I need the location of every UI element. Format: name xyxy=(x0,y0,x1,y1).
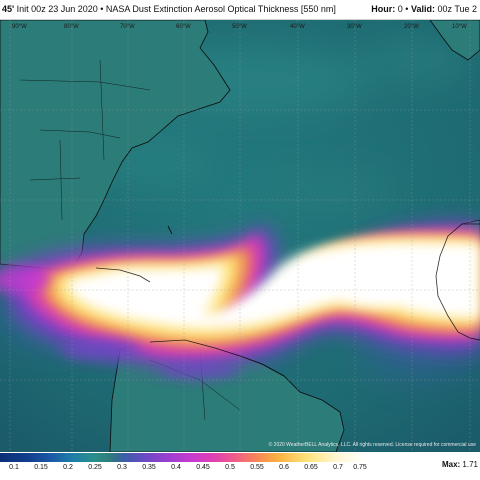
lon-label-20w: 20°W xyxy=(404,24,419,30)
init-time: Init 00z 23 Jun 2020 xyxy=(16,4,98,14)
lon-label-80w: 80°W xyxy=(64,24,79,30)
lon-label-70w: 70°W xyxy=(120,24,135,30)
lon-label-30w: 30°W xyxy=(347,24,362,30)
legend-tick: 0.75 xyxy=(353,464,367,471)
title-left: 45' Init 00z 23 Jun 2020 • NASA Dust Ext… xyxy=(2,4,336,14)
lon-label-60w: 60°W xyxy=(176,24,191,30)
legend-tick: 0.55 xyxy=(250,464,264,471)
longitude-labels: 90°W 80°W 70°W 60°W 50°W 40°W 30°W 20°W … xyxy=(12,24,467,30)
legend-tick: 0.45 xyxy=(196,464,210,471)
legend-tick: 0.6 xyxy=(279,464,289,471)
max-readout: Max: 1.71 xyxy=(442,460,478,469)
lon-label-90w: 90°W xyxy=(12,24,27,30)
legend-tick: 0.7 xyxy=(333,464,343,471)
colorbar-legend: 0.1 0.15 0.2 0.25 0.3 0.35 0.4 0.45 0.5 … xyxy=(0,452,480,480)
lon-label-10w: 10°W xyxy=(452,24,467,30)
valid-label: Valid: xyxy=(410,4,435,14)
hour-label: Hour: xyxy=(371,4,396,14)
legend-tick: 0.65 xyxy=(304,464,318,471)
lon-label-50w: 50°W xyxy=(232,24,247,30)
legend-tick: 0.15 xyxy=(34,464,48,471)
separator: • xyxy=(100,4,104,14)
legend-tick: 0.3 xyxy=(117,464,127,471)
greenland-tip xyxy=(429,20,480,61)
legend-tick: 0.2 xyxy=(63,464,73,471)
dust-map: 90°W 80°W 70°W 60°W 50°W 40°W 30°W 20°W … xyxy=(0,20,480,452)
legend-tick: 0.35 xyxy=(142,464,156,471)
title-bar: 45' Init 00z 23 Jun 2020 • NASA Dust Ext… xyxy=(0,0,480,20)
legend-tick: 0.25 xyxy=(88,464,102,471)
legend-tick: 0.4 xyxy=(171,464,181,471)
coastline-overlay xyxy=(95,223,480,377)
valid-value: 00z Tue 2 xyxy=(437,4,477,14)
map-panel: 90°W 80°W 70°W 60°W 50°W 40°W 30°W 20°W … xyxy=(0,20,480,452)
dust-plume-core xyxy=(67,242,480,329)
colorbar xyxy=(0,453,365,462)
legend-tick: 0.1 xyxy=(9,464,19,471)
product-title: NASA Dust Extinction Aerosol Optical Thi… xyxy=(105,4,336,14)
model-code: 45' xyxy=(2,4,15,14)
copyright-notice: © 2020 WeatherBELL Analytics, LLC. All r… xyxy=(269,441,477,448)
max-label: Max: xyxy=(441,460,461,469)
hour-value: 0 xyxy=(397,4,403,14)
title-right: Hour: 0 • Valid: 00z Tue 2 xyxy=(371,4,477,14)
graticule xyxy=(0,20,480,452)
legend-tick: 0.5 xyxy=(225,464,235,471)
lon-label-40w: 40°W xyxy=(290,24,305,30)
max-value: 1.71 xyxy=(462,460,478,469)
separator: • xyxy=(405,4,409,14)
dust-plume-west xyxy=(0,266,240,378)
